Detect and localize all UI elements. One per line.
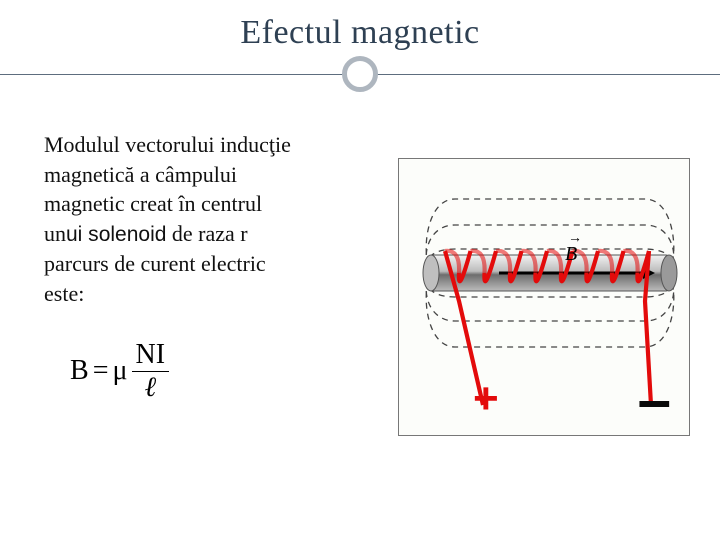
b-vector-arrow-hat: → bbox=[568, 231, 582, 247]
b-vector-label: → B bbox=[565, 243, 577, 266]
formula: B = μ NI ℓ bbox=[70, 338, 210, 404]
body-line-6: este: bbox=[44, 281, 84, 306]
slide: Efectul magnetic Modulul vectorului indu… bbox=[0, 0, 720, 540]
page-title: Efectul magnetic bbox=[0, 14, 720, 52]
body-line-4c: olenoid bbox=[99, 223, 167, 246]
formula-fraction: NI ℓ bbox=[132, 341, 170, 402]
body-line-1: Modulul vectorului inducţie bbox=[44, 132, 291, 157]
formula-numerator: NI bbox=[132, 341, 170, 372]
minus-terminal-icon: – bbox=[638, 385, 671, 415]
body-line-2: magnetică a câmpului bbox=[44, 162, 237, 187]
plus-terminal-icon: + bbox=[473, 377, 499, 421]
solenoid-diagram: → B + – bbox=[398, 158, 690, 436]
body-paragraph: Modulul vectorului inducţie magnetică a … bbox=[44, 130, 354, 309]
body-line-3: magnetic creat în centrul bbox=[44, 191, 262, 216]
formula-denominator: ℓ bbox=[140, 372, 160, 402]
body-line-4a: un bbox=[44, 221, 66, 246]
body-line-4d: de raza r bbox=[166, 221, 247, 246]
body-line-5: parcurs de curent electric bbox=[44, 251, 266, 276]
formula-mu: μ bbox=[112, 355, 127, 387]
formula-eq: = bbox=[93, 355, 109, 387]
body-line-4b: ui s bbox=[66, 223, 99, 246]
title-ring-ornament bbox=[342, 56, 378, 92]
formula-lhs: B bbox=[70, 355, 89, 387]
